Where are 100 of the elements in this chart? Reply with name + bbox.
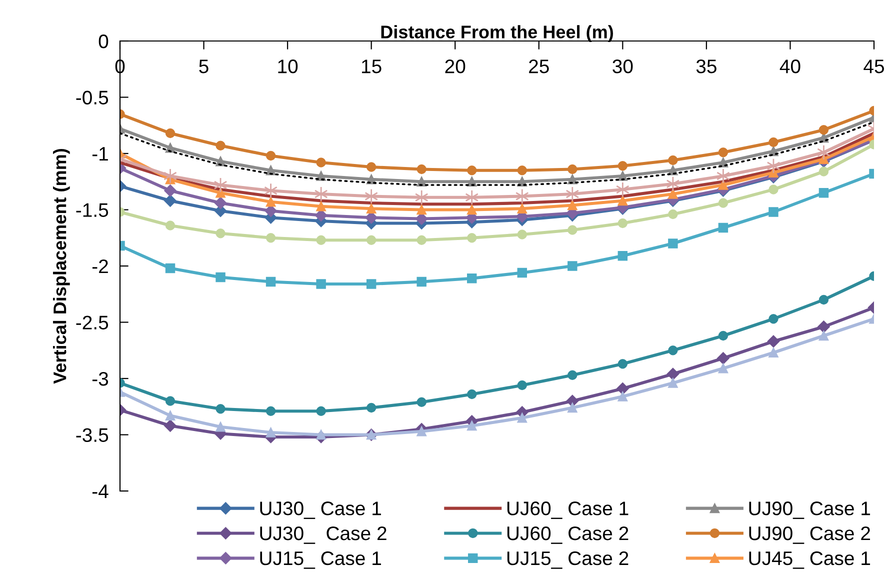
- point: [414, 190, 428, 206]
- point: [517, 166, 527, 176]
- point: [666, 176, 680, 192]
- point: [568, 402, 578, 413]
- x-tick-label: 10: [278, 60, 298, 74]
- point: [517, 380, 527, 390]
- point: [568, 370, 578, 380]
- point: [768, 184, 778, 194]
- point: [416, 204, 426, 215]
- y-tick-label: -1.5: [76, 203, 108, 217]
- x-tick-label: 30: [612, 60, 633, 74]
- point: [668, 346, 678, 356]
- y-axis-title: Vertical Displacement (mm): [53, 148, 70, 384]
- legend-label: UJ60_ Case 1: [507, 502, 628, 519]
- point: [266, 197, 276, 207]
- legend-label: UJ30_ Case 1: [260, 502, 381, 519]
- point: [618, 392, 628, 402]
- point: [216, 228, 226, 238]
- point: [818, 330, 829, 341]
- point: [668, 155, 678, 166]
- point: [416, 235, 426, 245]
- point: [818, 125, 829, 135]
- point: [668, 209, 678, 220]
- point: [165, 220, 176, 230]
- point: [568, 225, 578, 235]
- point: [214, 196, 227, 210]
- y-tick-label: -2: [92, 259, 108, 274]
- point: [668, 238, 678, 248]
- y-tick-label: -2.5: [76, 316, 108, 330]
- point: [467, 166, 477, 176]
- y-tick-label: -0.5: [76, 90, 108, 104]
- point: [164, 420, 176, 432]
- y-tick-label: 0: [98, 34, 108, 48]
- point: [366, 162, 376, 172]
- point: [416, 276, 426, 287]
- point: [718, 148, 728, 158]
- legend-label: UJ90_ Case 1: [749, 502, 870, 519]
- point: [566, 186, 580, 202]
- point: [718, 364, 728, 374]
- y-tick-label: -3.5: [76, 428, 108, 442]
- x-tick-label: 5: [199, 60, 208, 74]
- point: [517, 204, 527, 214]
- point: [616, 182, 630, 198]
- point: [467, 389, 477, 400]
- point: [164, 194, 176, 207]
- point: [718, 180, 728, 190]
- x-tick-label: 15: [362, 60, 382, 74]
- legend-label: UJ60_ Case 2: [507, 526, 628, 544]
- y-tick-label: -3: [92, 372, 108, 386]
- point: [316, 158, 326, 168]
- x-tick-label: 45: [864, 60, 884, 74]
- point: [618, 196, 628, 206]
- legend-label: UJ15_ Case 2: [507, 551, 628, 569]
- point: [316, 235, 326, 245]
- point: [818, 166, 829, 176]
- point: [364, 188, 378, 204]
- point: [768, 207, 778, 217]
- point: [568, 164, 578, 174]
- point: [216, 188, 226, 198]
- point: [517, 413, 527, 423]
- point: [768, 137, 778, 148]
- point: [618, 251, 628, 261]
- point: [668, 378, 678, 388]
- point: [316, 430, 326, 440]
- point: [668, 189, 678, 199]
- legend-label: UJ15_ Case 1: [260, 551, 381, 569]
- y-tick-label: -1: [92, 147, 108, 161]
- point: [416, 397, 426, 407]
- point: [517, 268, 527, 278]
- point: [266, 276, 276, 287]
- point: [416, 164, 426, 174]
- point: [618, 218, 628, 228]
- point: [366, 402, 376, 413]
- point: [165, 396, 176, 406]
- point: [517, 230, 527, 240]
- point: [568, 261, 578, 271]
- point: [817, 144, 830, 160]
- legend-label: UJ30_ Case 2: [260, 526, 386, 544]
- x-tick-label: 25: [529, 60, 549, 74]
- point: [266, 428, 276, 438]
- point: [515, 188, 529, 204]
- point: [164, 168, 177, 184]
- point: [316, 279, 326, 289]
- point: [768, 348, 778, 358]
- point: [316, 202, 326, 212]
- point: [818, 320, 830, 333]
- point: [164, 184, 176, 197]
- point: [266, 150, 276, 161]
- point: [316, 406, 326, 416]
- point: [216, 272, 226, 282]
- point: [366, 279, 376, 289]
- point: [266, 233, 276, 243]
- point: [716, 168, 730, 184]
- point: [416, 426, 426, 436]
- point: [366, 204, 376, 214]
- point: [818, 188, 829, 198]
- point: [718, 222, 728, 233]
- point: [818, 294, 829, 305]
- point: [266, 406, 276, 416]
- point: [467, 233, 477, 243]
